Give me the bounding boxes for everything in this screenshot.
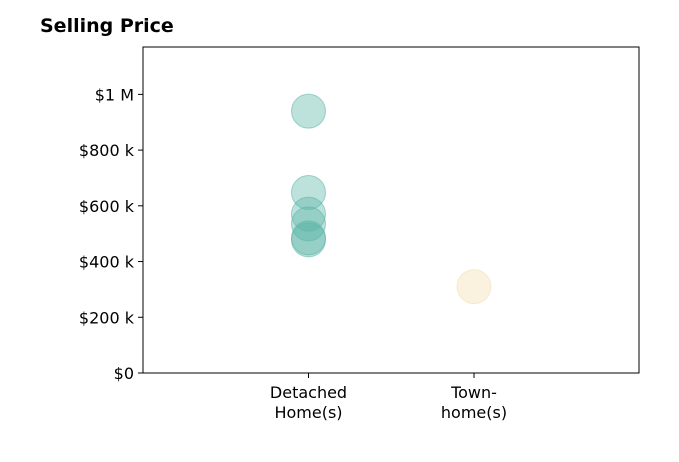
y-tick-label: $200 k	[79, 308, 135, 327]
y-tick-label: $400 k	[79, 253, 135, 272]
plot-area-frame	[142, 46, 640, 374]
y-tick-label: $1 M	[95, 85, 134, 104]
data-point	[291, 206, 326, 242]
y-tick-label: $0	[114, 364, 134, 383]
x-tick-label: Town-home(s)	[441, 383, 507, 422]
y-axis: $0 $200 k $400 k $600 k $800 k $1 M	[79, 85, 143, 383]
data-point	[291, 93, 326, 129]
y-tick-label: $800 k	[79, 141, 135, 160]
data-point	[291, 222, 326, 258]
x-tick-label: Detached Home(s)	[270, 383, 347, 422]
data-point	[291, 174, 326, 210]
data-points	[291, 93, 492, 305]
chart-title: Selling Price	[40, 15, 174, 37]
x-axis: Detached Home(s) Town-home(s)	[270, 373, 507, 422]
y-tick-label: $600 k	[79, 197, 135, 216]
data-point	[456, 269, 492, 305]
